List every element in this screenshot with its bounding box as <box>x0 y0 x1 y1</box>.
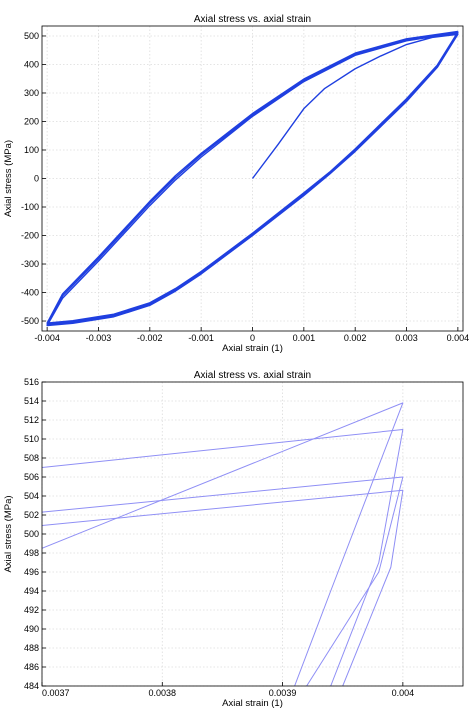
x-tick-label: 0.001 <box>293 333 316 343</box>
main-chart: -0.004 -0.003 -0.002 -0.001 0 0.001 0.002 0.003… <box>3 14 469 354</box>
y-tick-label: 498 <box>24 548 39 558</box>
x-axis-label: Axial strain (1) <box>222 343 283 354</box>
x-tick-label: 0.004 <box>392 688 415 698</box>
y-tick-label: 500 <box>24 31 39 41</box>
y-tick-label: 512 <box>24 415 39 425</box>
y-tick-label: 494 <box>24 586 39 596</box>
series-group <box>46 30 459 327</box>
x-axis-label: Axial strain (1) <box>222 698 283 709</box>
x-tick-label: 0.0039 <box>269 688 297 698</box>
y-tick-label: 516 <box>24 377 39 387</box>
y-tick-label: 484 <box>24 681 39 691</box>
y-tick-label: -300 <box>21 259 39 269</box>
y-tick-label: -100 <box>21 202 39 212</box>
y-axis-label: Axial stress (MPa) <box>3 495 14 572</box>
y-tick-label: 502 <box>24 510 39 520</box>
y-tick-label: 100 <box>24 145 39 155</box>
x-tick-label: 0.002 <box>344 333 367 343</box>
x-tick-label: 0 <box>250 333 255 343</box>
y-tick-label: 492 <box>24 605 39 615</box>
x-tick-label: -0.002 <box>137 333 163 343</box>
series-group <box>42 402 404 686</box>
x-tick-label: 0.004 <box>447 333 469 343</box>
y-tick-label: 504 <box>24 491 39 501</box>
y-tick-label: 500 <box>24 529 39 539</box>
y-tick-label: 488 <box>24 643 39 653</box>
y-tick-label: -200 <box>21 231 39 241</box>
series-line-3 <box>42 489 404 686</box>
series-line-1 <box>46 30 459 327</box>
y-tick-label: 200 <box>24 116 39 126</box>
series-line-4 <box>42 402 404 686</box>
y-tick-label: 400 <box>24 59 39 69</box>
x-tick-label: 0.0038 <box>149 688 177 698</box>
x-tick-label: 0.003 <box>395 333 418 343</box>
y-tick-label: -400 <box>21 288 39 298</box>
x-tick-label: 0.0037 <box>42 688 70 698</box>
y-tick-label: 514 <box>24 396 39 406</box>
y-tick-label: -500 <box>21 316 39 326</box>
y-tick-label: 0 <box>34 174 39 184</box>
y-tick-label: 506 <box>24 472 39 482</box>
y-tick-label: 486 <box>24 662 39 672</box>
y-tick-label: 510 <box>24 434 39 444</box>
x-tick-label: -0.003 <box>86 333 112 343</box>
chart-title: Axial stress vs. axial strain <box>194 14 311 25</box>
x-tick-label: -0.004 <box>34 333 60 343</box>
y-tick-label: 496 <box>24 567 39 577</box>
zoom-chart: 0.0037 0.0038 0.0039 0.004 484 486 488 490 492 49… <box>3 370 464 709</box>
series-line-1 <box>42 429 404 686</box>
y-tick-label: 508 <box>24 453 39 463</box>
chart-title: Axial stress vs. axial strain <box>194 370 311 381</box>
y-tick-label: 300 <box>24 88 39 98</box>
series-line-2 <box>42 476 404 686</box>
y-axis-label: Axial stress (MPa) <box>3 140 14 217</box>
x-tick-label: -0.001 <box>188 333 214 343</box>
y-tick-label: 490 <box>24 624 39 634</box>
